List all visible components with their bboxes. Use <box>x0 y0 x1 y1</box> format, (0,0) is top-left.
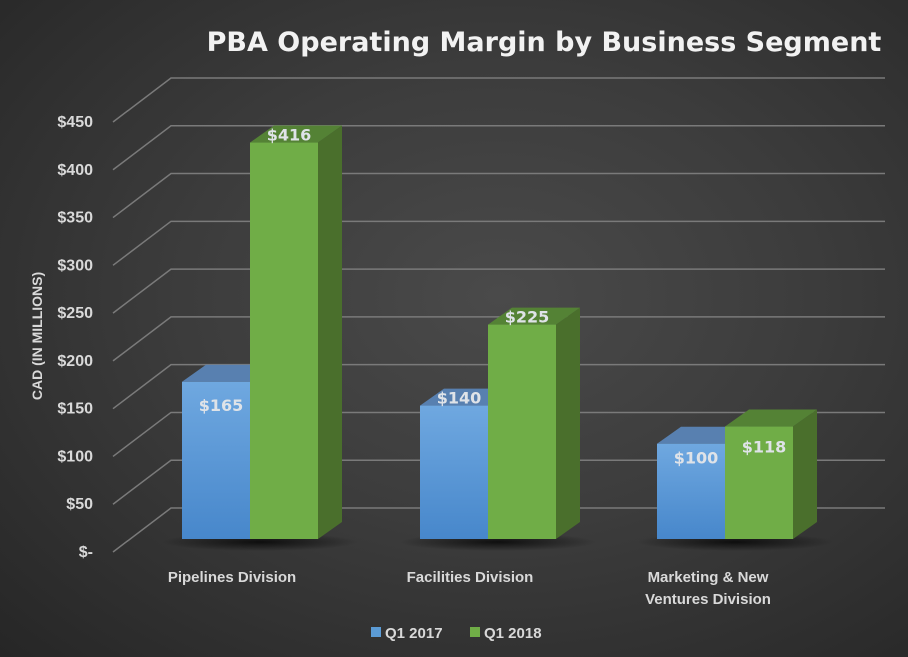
legend-label: Q1 2017 <box>385 625 443 642</box>
gridline <box>112 459 885 505</box>
y-tick-label: $300 <box>57 257 93 274</box>
legend-swatch <box>371 627 381 637</box>
bars <box>162 125 833 551</box>
legend-label: Q1 2018 <box>484 625 542 642</box>
gridline <box>112 268 885 314</box>
gridline <box>112 220 885 266</box>
y-axis-label: CAD (IN MILLIONS) <box>29 272 45 400</box>
gridline <box>112 507 885 553</box>
y-axis-ticks: $- $50 $100 $150 $200 $250 $300 $350 $400 $450 <box>57 114 93 561</box>
bar-side <box>556 307 580 539</box>
bar-top <box>725 409 817 427</box>
y-tick-label: $50 <box>66 496 93 513</box>
x-category-label: Ventures Division <box>645 591 771 608</box>
gridline <box>112 316 885 362</box>
data-label: $100 <box>674 449 719 468</box>
data-label: $416 <box>267 126 312 145</box>
data-label: $225 <box>505 308 550 327</box>
data-label: $140 <box>437 389 482 408</box>
bar-top <box>488 307 580 325</box>
y-tick-label: $250 <box>57 305 93 322</box>
data-label: $118 <box>742 438 787 457</box>
gridline <box>112 411 885 458</box>
bar-top <box>250 125 342 143</box>
x-axis-categories: Pipelines Division Facilities Division Mar… <box>168 569 771 608</box>
gridline <box>112 125 885 171</box>
data-labels: $165 $416 $140 $225 $100 $118 <box>199 126 787 468</box>
x-category-label: Marketing & New <box>648 569 769 586</box>
bar-side <box>793 409 817 539</box>
y-tick-label: $150 <box>57 401 93 418</box>
data-label: $165 <box>199 396 244 415</box>
y-tick-label: $100 <box>57 448 93 465</box>
y-tick-label: $450 <box>57 114 93 131</box>
bar-q1-2017 <box>657 443 725 539</box>
x-category-label: Pipelines Division <box>168 569 296 586</box>
bar-q1-2017 <box>182 381 250 539</box>
legend-swatch <box>470 627 480 637</box>
gridline <box>112 77 885 123</box>
chart-title: PBA Operating Margin by Business Segment <box>207 27 882 58</box>
bar-q1-2018 <box>488 324 556 539</box>
bar-q1-2018 <box>250 142 318 539</box>
y-tick-label: $200 <box>57 353 93 370</box>
y-tick-label: $350 <box>57 210 93 227</box>
y-tick-label: $- <box>79 544 93 561</box>
bar-q1-2017 <box>420 405 488 539</box>
gridline <box>112 363 885 410</box>
legend: Q1 2017 Q1 2018 <box>371 625 542 642</box>
x-category-label: Facilities Division <box>407 569 534 586</box>
bar-side <box>318 125 342 539</box>
gridlines <box>112 77 885 553</box>
gridline <box>112 172 885 219</box>
bar-q1-2018 <box>725 426 793 539</box>
y-tick-label: $400 <box>57 162 93 179</box>
